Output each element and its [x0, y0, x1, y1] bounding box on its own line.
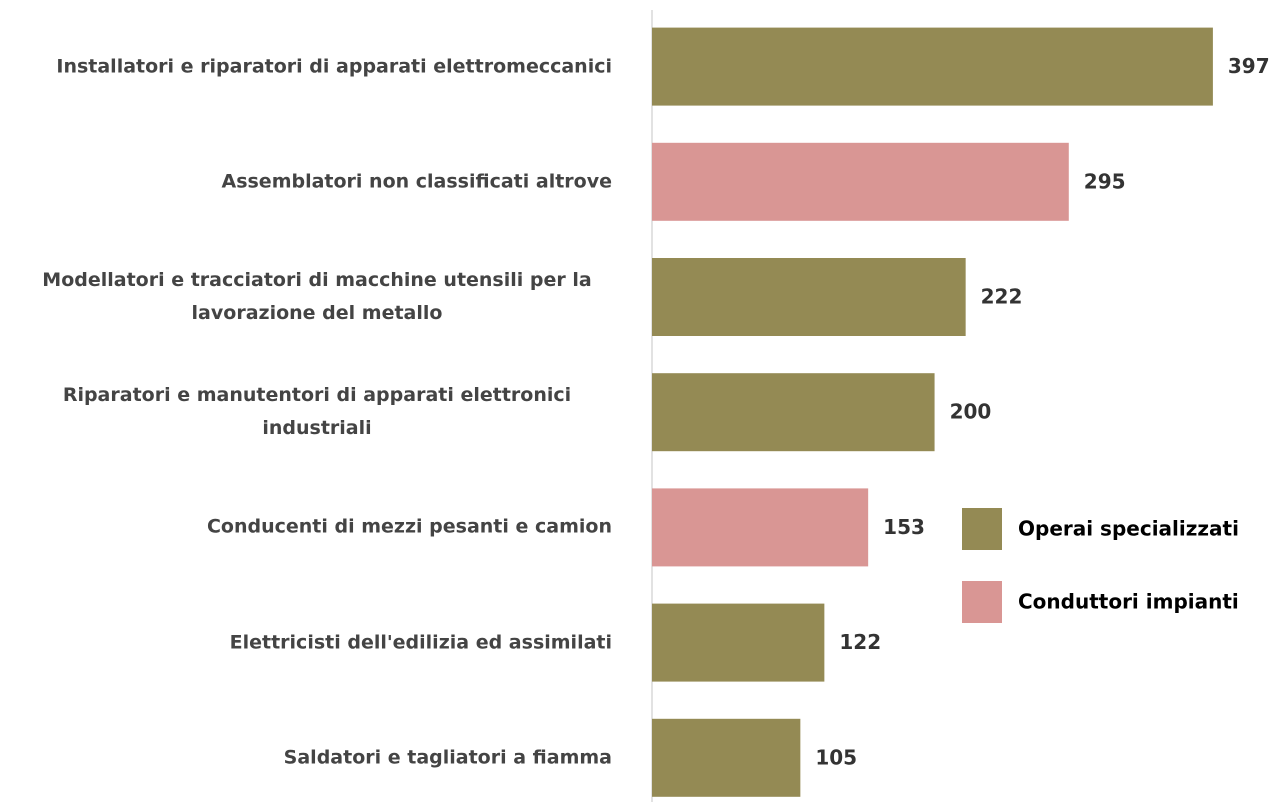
bar — [652, 373, 935, 452]
category-label: Elettricisti dell'edilizia ed assimilati — [12, 626, 612, 659]
category-label: Riparatori e manutentori di apparati ele… — [12, 379, 612, 445]
bar — [652, 718, 801, 797]
category-label: Assemblatori non classificati altrove — [12, 165, 612, 198]
category-text: Saldatori e tagliatori a fiamma — [283, 746, 612, 769]
bar — [652, 603, 825, 682]
value-label: 122 — [839, 630, 881, 654]
category-text: Modellatori e tracciatori di macchine ut… — [42, 269, 592, 324]
bar — [652, 258, 966, 336]
category-label: Modellatori e tracciatori di macchine ut… — [12, 264, 612, 330]
value-label: 153 — [883, 515, 925, 539]
value-label: 295 — [1084, 169, 1126, 193]
bar — [652, 488, 869, 567]
category-text: Assemblatori non classificati altrove — [221, 170, 612, 193]
value-label: 397 — [1228, 54, 1270, 78]
category-label: Installatori e riparatori di apparati el… — [12, 50, 612, 83]
bar — [652, 27, 1213, 106]
category-text: Conducenti di mezzi pesanti e camion — [206, 515, 612, 538]
value-label: 105 — [815, 745, 857, 769]
value-label: 222 — [981, 285, 1023, 309]
legend-swatch — [962, 581, 1002, 623]
category-text: Elettricisti dell'edilizia ed assimilati — [229, 631, 612, 654]
category-text: Installatori e riparatori di apparati el… — [56, 55, 612, 78]
category-text: Riparatori e manutentori di apparati ele… — [62, 384, 572, 440]
legend-label: Conduttori impianti — [1018, 590, 1239, 614]
value-label: 200 — [950, 400, 992, 424]
legend-swatch — [962, 508, 1002, 550]
category-label: Conducenti di mezzi pesanti e camion — [12, 511, 612, 544]
category-label: Saldatori e tagliatori a fiamma — [12, 741, 612, 774]
bar — [652, 142, 1069, 221]
legend-label: Operai specializzati — [1018, 517, 1239, 541]
